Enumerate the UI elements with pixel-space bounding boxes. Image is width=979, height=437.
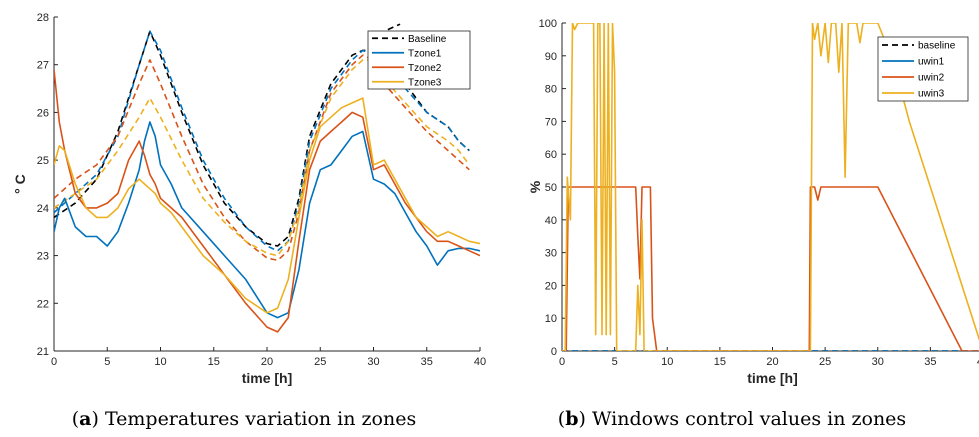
y-tick-label: 50	[545, 182, 557, 194]
x-tick-label: 40	[977, 356, 979, 368]
y-tick-label: 28	[37, 12, 49, 24]
legend-box	[367, 30, 471, 90]
y-tick-label: 40	[545, 215, 557, 227]
caption-b-open: (	[558, 408, 565, 430]
y-tick-label: 30	[545, 248, 557, 260]
y-tick-label: 24	[37, 203, 49, 215]
x-tick-label: 30	[367, 356, 379, 368]
y-tick-label: 60	[545, 149, 557, 161]
y-tick-label: 90	[545, 51, 557, 63]
y-tick-label: 23	[37, 251, 49, 263]
x-tick-label: 10	[661, 356, 673, 368]
caption-a-open: (	[72, 408, 79, 430]
legend: baseline uwin1 uwin2 uwin3	[877, 36, 969, 102]
x-tick-label: 5	[104, 356, 110, 368]
series-line-uwin2-2	[562, 186, 979, 351]
caption-a-close: )	[91, 408, 98, 430]
series-line-baseline-2	[54, 30, 470, 252]
x-axis-label: time [h]	[747, 370, 798, 386]
caption-b-close: )	[579, 408, 586, 430]
y-tick-label: 20	[545, 280, 557, 292]
series-line-uwin3-3	[562, 23, 979, 351]
legend-entry: uwin1	[918, 57, 945, 68]
series-line-baseline-0	[54, 23, 401, 247]
x-tick-label: 15	[714, 356, 726, 368]
y-tick-label: 25	[37, 155, 49, 167]
series-line-tzone3-7	[54, 97, 480, 314]
legend-entry: Tzone1	[408, 48, 442, 59]
x-tick-label: 25	[314, 356, 326, 368]
series-line-baseline-3	[54, 54, 470, 262]
x-tick-label: 15	[208, 356, 220, 368]
y-tick-label: 100	[539, 18, 557, 30]
series-line-baseline-4	[54, 59, 470, 257]
chart-temperatures: 0 5 10 15 20 25 30 35 40 21 22 23 24 25 26 27 28 time [h]…	[12, 12, 486, 386]
legend-entry: uwin3	[918, 89, 945, 100]
y-tick-label: 0	[551, 346, 557, 358]
legend-entry: Tzone2	[408, 63, 442, 74]
x-tick-label: 35	[421, 356, 433, 368]
x-tick-label: 10	[154, 356, 166, 368]
y-tick-label: 80	[545, 84, 557, 96]
y-tick-label: 21	[37, 346, 49, 358]
x-tick-label: 0	[51, 356, 57, 368]
x-tick-label: 40	[474, 356, 486, 368]
y-axis-label: %	[527, 180, 543, 193]
caption-b-letter: b	[565, 408, 578, 430]
caption-a-text: Temperatures variation in zones	[99, 408, 416, 430]
y-tick-label: 70	[545, 116, 557, 128]
series-line-tzone1-5	[54, 121, 480, 319]
legend-entry: baseline	[918, 41, 956, 52]
series-group	[562, 23, 979, 351]
legend-box	[877, 36, 969, 102]
series-line-tzone2-6	[54, 69, 480, 333]
chart-windows-control: 0 5 10 15 20 25 30 35 40 0 10 20 30 40 50 60 70 80 90 100 ti…	[527, 18, 979, 386]
series-group	[54, 23, 480, 333]
x-axis-label: time [h]	[242, 370, 293, 386]
y-tick-label: 26	[37, 107, 49, 119]
x-tick-label: 25	[819, 356, 831, 368]
x-tick-label: 35	[924, 356, 936, 368]
y-tick-label: 27	[37, 60, 49, 72]
legend-entry: uwin2	[918, 73, 945, 84]
x-tick-label: 5	[612, 356, 618, 368]
caption-a: (a) Temperatures variation in zones	[72, 408, 416, 430]
legend-entry: Baseline	[408, 34, 447, 45]
x-tick-label: 0	[559, 356, 565, 368]
legend: Baseline Tzone1 Tzone2 Tzone3	[367, 30, 471, 90]
y-tick-label: 10	[545, 313, 557, 325]
y-axis-label: ° C	[12, 174, 28, 194]
caption-b-text: Windows control values in zones	[586, 408, 906, 430]
y-tick-label: 22	[37, 298, 49, 310]
caption-a-letter: a	[79, 408, 91, 430]
x-tick-label: 20	[261, 356, 273, 368]
legend-entry: Tzone3	[408, 77, 442, 88]
caption-b: (b) Windows control values in zones	[558, 408, 906, 430]
x-tick-label: 30	[872, 356, 884, 368]
x-tick-label: 20	[766, 356, 778, 368]
